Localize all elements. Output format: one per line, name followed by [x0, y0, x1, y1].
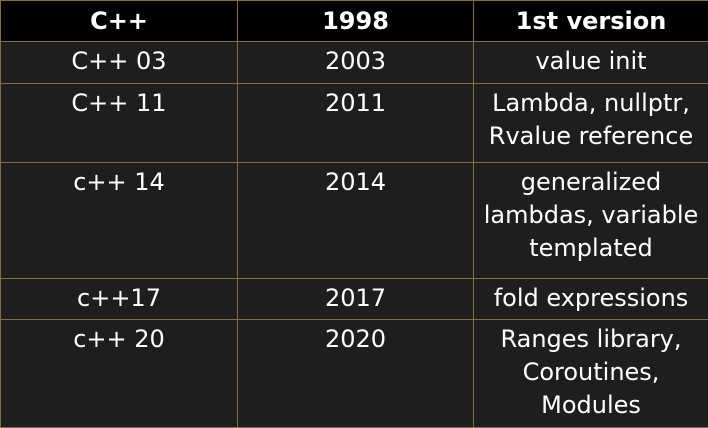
features-label: Lambda, nullptr, Rvalue reference: [488, 88, 694, 150]
version-label: c++ 14: [73, 168, 165, 197]
header-cell-year: 1998: [237, 0, 474, 42]
year-cell: 2014: [237, 162, 474, 279]
year-label: 2020: [324, 325, 387, 354]
features-cell: value init: [473, 41, 708, 84]
header-cell-features: 1st version: [473, 0, 708, 42]
version-cell: c++ 14: [0, 162, 238, 279]
header-cell-language: C++: [0, 0, 238, 42]
features-label: Ranges library, Coroutines, Modules: [500, 325, 682, 420]
features-label: fold expressions: [493, 283, 689, 312]
year-label: 2011: [324, 88, 387, 117]
features-cell: Lambda, nullptr, Rvalue reference: [473, 82, 708, 164]
version-cell: c++17: [0, 277, 238, 321]
year-cell: 2011: [237, 82, 474, 164]
version-label: c++17: [77, 283, 161, 312]
table-row: c++ 20 2020 Ranges library, Coroutines, …: [0, 319, 708, 428]
table-row: C++ 11 2011 Lambda, nullptr, Rvalue refe…: [0, 82, 708, 164]
year-label: 2014: [324, 168, 387, 197]
year-label: 2003: [324, 47, 387, 75]
table-row: c++17 2017 fold expressions: [0, 277, 708, 321]
features-label: generalized lambdas, variable templated: [483, 168, 699, 263]
table-row: C++ 03 2003 value init: [0, 41, 708, 84]
year-label: 2017: [324, 283, 387, 312]
table-row: c++ 14 2014 generalized lambdas, variabl…: [0, 162, 708, 279]
version-label: C++ 03: [71, 47, 167, 75]
year-cell: 2003: [237, 41, 474, 84]
version-cell: C++ 03: [0, 41, 238, 84]
features-cell: fold expressions: [473, 277, 708, 321]
features-cell: generalized lambdas, variable templated: [473, 162, 708, 279]
version-cell: C++ 11: [0, 82, 238, 164]
year-cell: 2017: [237, 277, 474, 321]
version-cell: c++ 20: [0, 319, 238, 428]
features-cell: Ranges library, Coroutines, Modules: [473, 319, 708, 428]
year-cell: 2020: [237, 319, 474, 428]
version-label: c++ 20: [73, 325, 165, 354]
table-header-row: C++ 1998 1st version: [0, 0, 708, 42]
features-label: value init: [535, 47, 647, 75]
version-label: C++ 11: [71, 88, 167, 117]
